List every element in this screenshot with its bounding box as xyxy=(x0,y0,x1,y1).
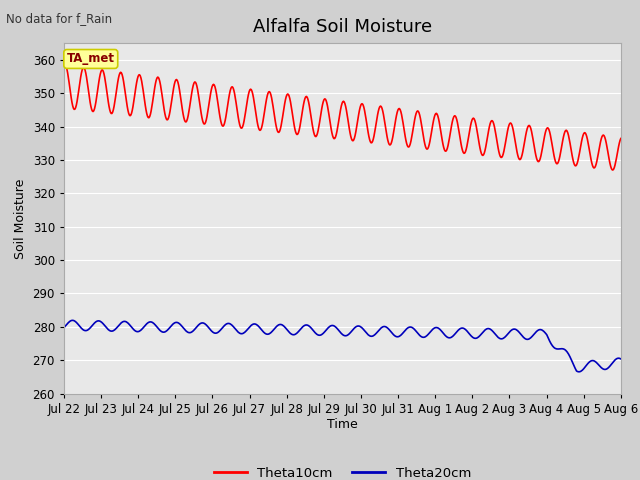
Text: TA_met: TA_met xyxy=(67,52,115,65)
Text: No data for f_Rain: No data for f_Rain xyxy=(6,12,113,25)
Legend: Theta10cm, Theta20cm: Theta10cm, Theta20cm xyxy=(208,462,477,480)
Y-axis label: Soil Moisture: Soil Moisture xyxy=(14,178,27,259)
Title: Alfalfa Soil Moisture: Alfalfa Soil Moisture xyxy=(253,18,432,36)
X-axis label: Time: Time xyxy=(327,419,358,432)
